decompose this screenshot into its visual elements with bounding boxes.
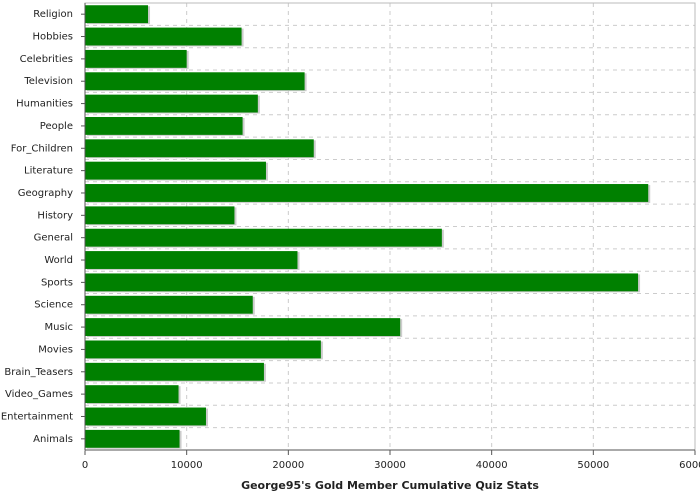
y-tick-label: History [37,210,73,221]
bar [85,362,264,381]
y-tick-label: Humanities [16,99,73,110]
bar [85,228,442,247]
x-tick-label: 30000 [374,460,406,471]
bar [85,318,401,337]
x-axis-title: George95's Gold Member Cumulative Quiz S… [241,479,539,492]
x-tick-label: 20000 [272,460,304,471]
y-tick-label: Brain_Teasers [4,367,73,378]
x-tick-label: 60000 [679,460,700,471]
bar [85,116,243,135]
y-tick-label: For_Children [11,143,73,154]
x-tick-label: 0 [82,460,88,471]
y-tick-label: Movies [38,344,73,355]
bar [85,340,321,359]
y-tick-label: Animals [33,434,73,445]
y-tick-label: Hobbies [33,32,73,43]
bar [85,49,187,68]
y-tick-label: Television [23,76,73,87]
x-tick-label: 40000 [476,460,508,471]
y-tick-label: World [44,255,73,266]
bar [85,385,179,404]
bar [85,139,314,158]
y-tick-label: Sports [41,277,73,288]
bar [85,273,639,292]
bar [85,407,206,426]
y-tick-label: Video_Games [5,389,73,400]
bar [85,5,149,24]
y-tick-label: People [40,121,73,132]
y-tick-label: Entertainment [1,411,73,422]
bar [85,72,305,91]
bar [85,206,235,225]
bar [85,251,298,269]
y-tick-label: Music [45,322,73,333]
y-tick-label: Science [34,300,73,311]
bar [85,27,242,46]
bar [85,295,253,314]
x-tick-label: 10000 [171,460,203,471]
y-tick-label: Celebrities [20,54,73,65]
y-tick-label: Religion [33,9,73,20]
bar [85,161,266,180]
y-tick-label: Literature [24,166,73,177]
y-tick-label: General [34,233,73,244]
bar [85,94,258,113]
bar [85,184,649,202]
bar [85,429,180,448]
x-tick-label: 50000 [577,460,609,471]
y-tick-label: Geography [18,188,73,199]
